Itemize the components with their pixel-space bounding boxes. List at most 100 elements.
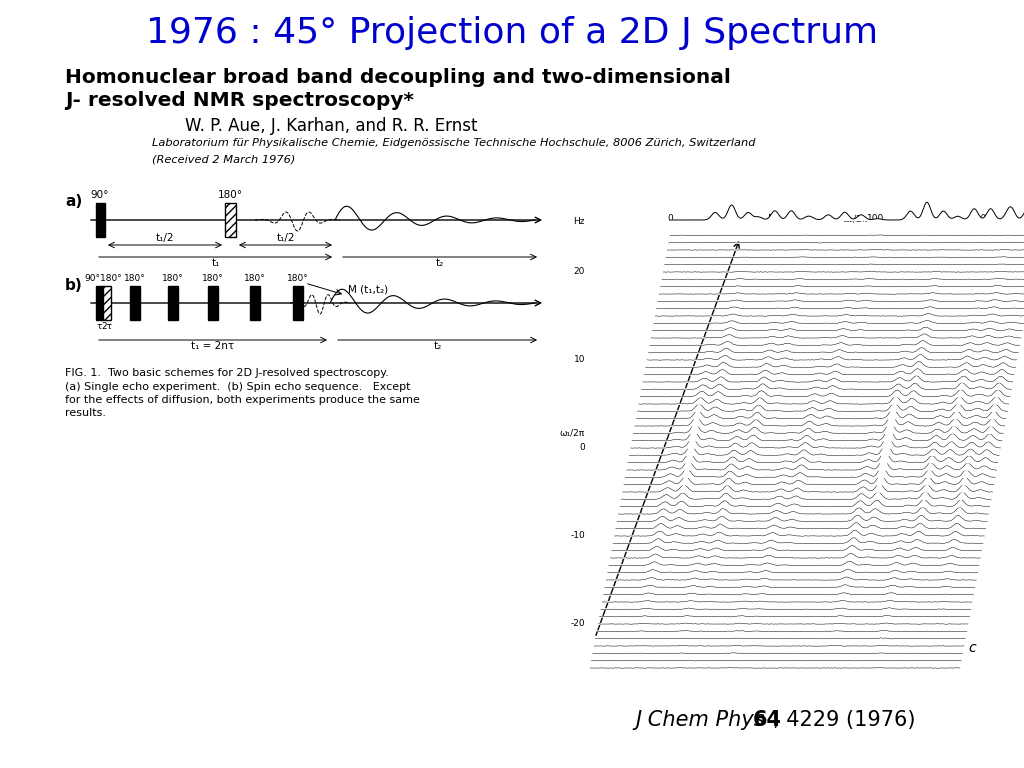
Polygon shape: [611, 545, 982, 551]
Polygon shape: [645, 362, 1016, 368]
Text: 0: 0: [580, 443, 585, 452]
Polygon shape: [635, 415, 1005, 426]
Bar: [96, 203, 105, 237]
Polygon shape: [660, 286, 1024, 287]
Polygon shape: [626, 466, 995, 478]
Polygon shape: [640, 390, 1010, 397]
Text: 180°: 180°: [162, 274, 184, 283]
Polygon shape: [599, 615, 970, 617]
Text: Hz: Hz: [573, 217, 585, 226]
Polygon shape: [630, 443, 999, 455]
Polygon shape: [634, 422, 1004, 434]
Polygon shape: [593, 653, 963, 654]
Text: 64: 64: [753, 710, 782, 730]
Text: , 4229 (1976): , 4229 (1976): [773, 710, 915, 730]
Text: t₁/2: t₁/2: [276, 233, 295, 243]
Polygon shape: [605, 584, 975, 588]
Polygon shape: [628, 451, 998, 463]
Polygon shape: [636, 409, 1007, 419]
Text: M (t₁,t₂): M (t₁,t₂): [348, 284, 388, 294]
Text: t₁ = 2nτ: t₁ = 2nτ: [191, 341, 234, 351]
Text: 180°: 180°: [244, 274, 266, 283]
Polygon shape: [595, 638, 966, 639]
Polygon shape: [666, 257, 1024, 258]
Text: 20: 20: [573, 267, 585, 276]
Bar: [103, 286, 111, 320]
Text: 100: 100: [867, 214, 884, 223]
Text: t₁: t₁: [211, 258, 220, 268]
Text: ω₁/2π: ω₁/2π: [559, 429, 585, 438]
Polygon shape: [594, 645, 964, 647]
Text: 10: 10: [573, 356, 585, 365]
Polygon shape: [631, 435, 1000, 449]
Polygon shape: [609, 561, 979, 565]
Polygon shape: [647, 355, 1017, 360]
Polygon shape: [613, 538, 983, 544]
Polygon shape: [652, 327, 1022, 331]
Text: ω₂/2π: ω₂/2π: [843, 214, 867, 223]
Polygon shape: [603, 593, 974, 595]
Text: t₂: t₂: [433, 341, 441, 351]
Polygon shape: [627, 458, 996, 470]
Polygon shape: [610, 554, 980, 558]
Polygon shape: [615, 522, 986, 529]
Polygon shape: [664, 271, 1024, 273]
Polygon shape: [620, 500, 990, 507]
Text: 90°180°: 90°180°: [84, 274, 122, 283]
Text: 2τ: 2τ: [101, 322, 113, 331]
Polygon shape: [602, 601, 972, 602]
Text: J- resolved NMR spectroscopy*: J- resolved NMR spectroscopy*: [65, 91, 414, 110]
Polygon shape: [614, 530, 984, 536]
Polygon shape: [665, 264, 1024, 265]
Text: 50: 50: [767, 214, 778, 223]
Bar: [168, 286, 178, 320]
Polygon shape: [653, 320, 1024, 323]
Text: 90°: 90°: [91, 190, 110, 200]
Text: 180°: 180°: [202, 274, 224, 283]
Text: 1976 : 45° Projection of a 2D J Spectrum: 1976 : 45° Projection of a 2D J Spectrum: [146, 16, 878, 50]
Polygon shape: [656, 306, 1024, 309]
Polygon shape: [644, 369, 1014, 375]
Polygon shape: [624, 475, 994, 485]
Text: t₁/2: t₁/2: [156, 233, 174, 243]
Text: 180°: 180°: [217, 190, 243, 200]
Polygon shape: [643, 376, 1013, 382]
Text: 180°: 180°: [287, 274, 309, 283]
Polygon shape: [649, 341, 1020, 346]
Polygon shape: [623, 483, 992, 492]
Text: results.: results.: [65, 409, 106, 419]
Polygon shape: [659, 293, 1024, 294]
Bar: [250, 286, 260, 320]
Text: Laboratorium für Physikalische Chemie, Eidgenössische Technische Hochschule, 800: Laboratorium für Physikalische Chemie, E…: [152, 138, 756, 148]
Polygon shape: [648, 348, 1018, 353]
Polygon shape: [641, 382, 1012, 389]
Bar: [225, 203, 236, 237]
Text: 150: 150: [970, 214, 987, 223]
Text: J Chem Phys: J Chem Phys: [635, 710, 771, 730]
Text: FIG. 1.  Two basic schemes for 2D J-resolved spectroscopy.: FIG. 1. Two basic schemes for 2D J-resol…: [65, 368, 389, 378]
Polygon shape: [662, 278, 1024, 280]
Polygon shape: [639, 396, 1009, 404]
Polygon shape: [622, 492, 991, 499]
Bar: [293, 286, 303, 320]
Polygon shape: [607, 569, 978, 573]
Text: -20: -20: [570, 620, 585, 628]
Bar: [96, 286, 103, 320]
Polygon shape: [606, 577, 976, 581]
Polygon shape: [638, 402, 1008, 412]
Bar: [208, 286, 218, 320]
Text: 0: 0: [667, 214, 673, 223]
Text: τ: τ: [96, 322, 101, 331]
Polygon shape: [632, 429, 1002, 441]
Text: W. P. Aue, J. Karhan, and R. R. Ernst: W. P. Aue, J. Karhan, and R. R. Ernst: [185, 117, 477, 135]
Bar: [130, 286, 140, 320]
Text: -10: -10: [570, 531, 585, 541]
Text: c: c: [968, 641, 976, 655]
Text: Homonuclear broad band decoupling and two-dimensional: Homonuclear broad band decoupling and tw…: [65, 68, 731, 87]
Polygon shape: [651, 334, 1021, 338]
Polygon shape: [617, 515, 987, 521]
Text: b): b): [65, 278, 83, 293]
Polygon shape: [657, 300, 1024, 302]
Polygon shape: [598, 623, 968, 624]
Text: (a) Single echo experiment.  (b) Spin echo sequence.   Except: (a) Single echo experiment. (b) Spin ech…: [65, 382, 411, 392]
